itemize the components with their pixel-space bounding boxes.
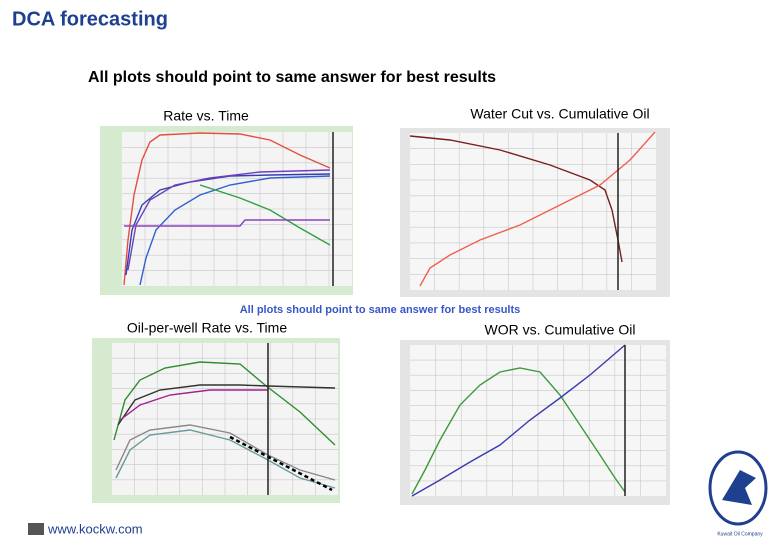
curve: [409, 135, 623, 263]
footer-url: www.kockw.com: [47, 521, 143, 536]
curve: [113, 361, 336, 446]
plot-title: Water Cut vs. Cumulative Oil: [470, 106, 649, 122]
curve: [119, 389, 268, 421]
plot-curves: [409, 131, 656, 290]
plot-image: [100, 126, 353, 295]
footer-marker: [28, 523, 44, 535]
curve: [199, 184, 331, 246]
shape: [722, 470, 756, 505]
curve: [124, 219, 330, 227]
curve: [411, 367, 626, 495]
plot-curves: [411, 344, 626, 497]
plot-curves: [113, 343, 336, 495]
logo-text: Kuwait Oil Company: [717, 531, 763, 537]
plot-title: Oil-per-well Rate vs. Time: [127, 320, 287, 336]
curve: [411, 344, 626, 497]
plot-title: Rate vs. Time: [163, 108, 249, 124]
curve: [123, 132, 331, 286]
marker-line: [229, 435, 333, 492]
slide-title: DCA forecasting: [12, 8, 168, 30]
curve: [115, 424, 336, 481]
curve: [419, 131, 656, 287]
plot-image: [400, 128, 670, 297]
plot-curves: [123, 132, 334, 286]
logo: Kuwait Oil Company: [708, 450, 768, 537]
curve: [127, 169, 331, 271]
plot-title: WOR vs. Cumulative Oil: [485, 322, 636, 338]
subtitle: All plots should point to same answer fo…: [88, 69, 496, 86]
caption: All plots should point to same answer fo…: [240, 304, 521, 316]
curve: [115, 429, 336, 489]
curve: [139, 175, 331, 286]
